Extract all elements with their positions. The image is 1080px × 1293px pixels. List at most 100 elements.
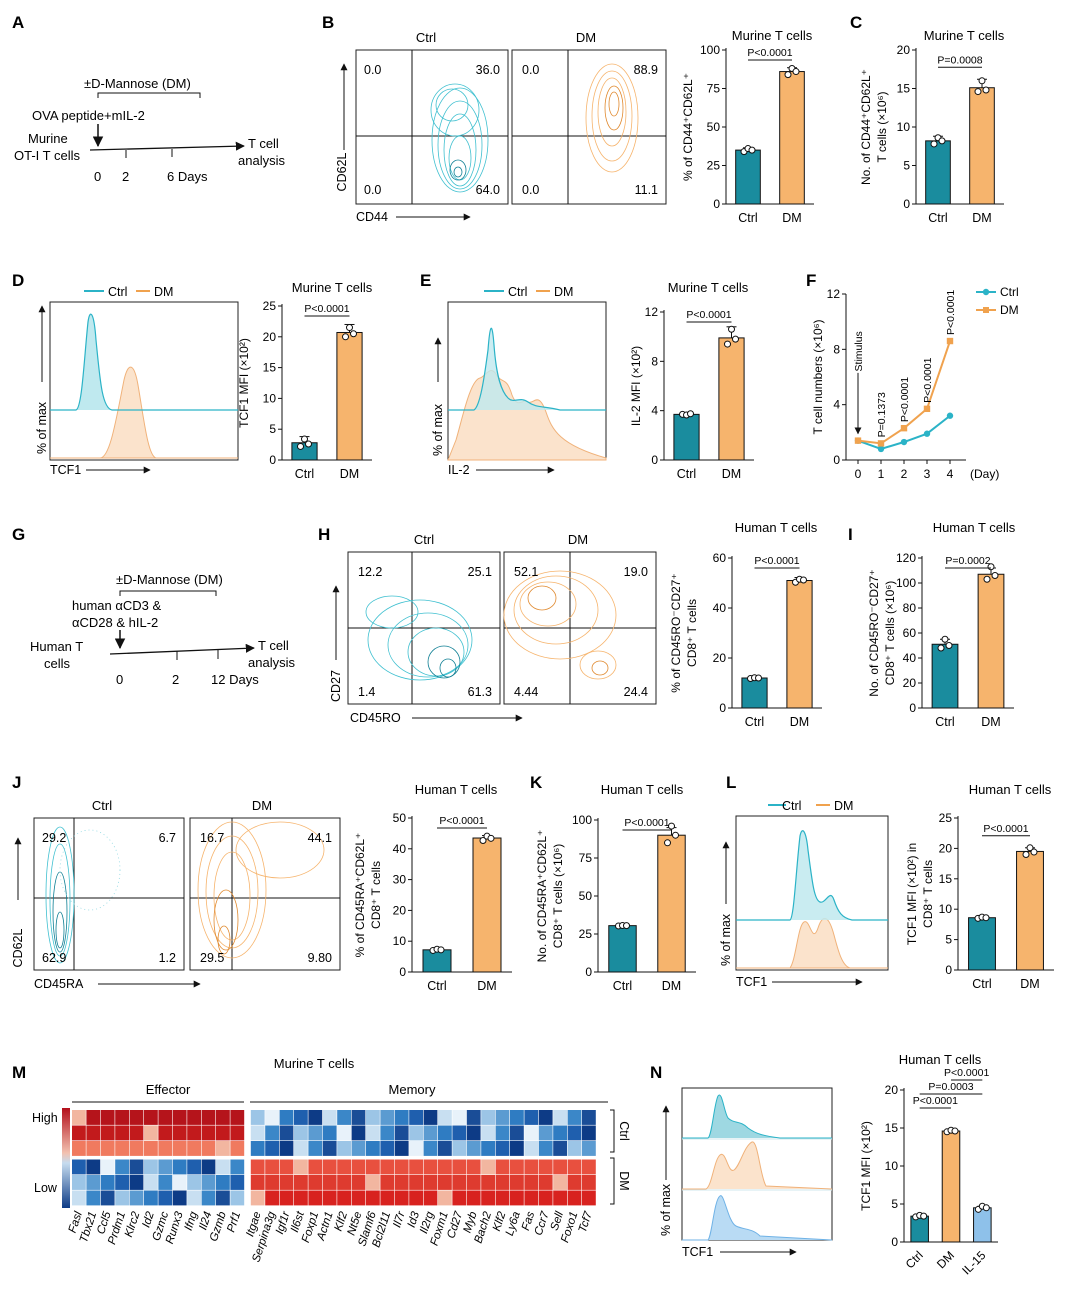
y-tick-label: 5 [269, 422, 276, 436]
heatmap-cell [452, 1175, 467, 1190]
x-tick-label: 0 [855, 467, 862, 481]
panel-label-i: I [848, 525, 853, 544]
chart-ylabel: % of CD44⁺CD62L⁺ [681, 73, 695, 181]
heatmap-cell [250, 1125, 265, 1141]
heatmap-cell [524, 1110, 539, 1125]
y-tick-label: 120 [896, 551, 916, 565]
heatmap-cell [524, 1141, 539, 1156]
hist-e-legend-dm: DM [554, 285, 573, 299]
timeline-tick-2: 2 [122, 169, 129, 184]
x-tick-label: Ctrl [928, 211, 947, 225]
flow-h-xlabel: CD45RO [350, 711, 401, 725]
p-value: P=0.1373 [876, 392, 888, 437]
heatmap-cell [86, 1125, 101, 1141]
panel-label-g: G [12, 525, 25, 544]
heatmap-cell [250, 1159, 265, 1175]
heatmap-cell [366, 1175, 380, 1190]
heatmap-cell [279, 1110, 294, 1125]
heatmap-cell [265, 1110, 279, 1125]
heatmap-gene-labels: FaslTbx21Ccl5Prdm1Klrc2Id2GzmcRunx3IfngI… [67, 1209, 595, 1264]
y-tick-label: 50 [707, 120, 721, 134]
heatmap-cell [481, 1190, 495, 1206]
heatmap-cell [265, 1125, 279, 1141]
heatmap-cell [158, 1110, 173, 1125]
heatmap-cell [337, 1175, 351, 1190]
data-point [732, 335, 739, 343]
bar-ctrl [931, 643, 959, 709]
heatmap-cell [250, 1141, 265, 1156]
heatmap-cell [129, 1125, 144, 1141]
heatmap-cell [129, 1190, 144, 1206]
gene-label: Id3 [406, 1210, 423, 1229]
data-point [1030, 848, 1038, 856]
heatmap-cell [409, 1125, 423, 1141]
y-tick-label: 0 [891, 1235, 898, 1249]
data-point [982, 1204, 990, 1212]
heatmap-cell [265, 1141, 279, 1156]
heatmap-cell [279, 1190, 294, 1206]
y-tick-label: 20 [897, 43, 911, 57]
heatmap-title: Murine T cells [274, 1056, 355, 1071]
heatmap-cell [394, 1125, 409, 1141]
x-tick-label: Ctrl [935, 715, 954, 729]
panel-label-e: E [420, 271, 431, 290]
histogram-d: Ctrl DM % of max TCF1 [35, 285, 239, 477]
data-point [974, 88, 982, 96]
heatmap-cell [481, 1141, 495, 1156]
gene-label: Tcf7 [577, 1210, 595, 1235]
heatmap-cell [172, 1159, 187, 1175]
data-point [687, 410, 694, 418]
y-tick-label: 75 [579, 851, 593, 865]
y-tick-label: 40 [903, 651, 917, 665]
bar-ctrl [422, 949, 452, 973]
data-point [982, 86, 990, 94]
heatmap-cell [172, 1175, 187, 1190]
heatmap-cell [394, 1159, 409, 1175]
flow-plot-b: Ctrl DM 0.0 36.0 0.0 64.0 0.0 88.9 0.0 1… [335, 30, 667, 224]
heatmap-cell [129, 1141, 144, 1156]
data-point [437, 946, 445, 954]
y-tick-label: 60 [903, 626, 917, 640]
series-point [923, 405, 931, 413]
heatmap-cell [380, 1141, 395, 1156]
heatmap-cell [567, 1159, 582, 1175]
data-point [784, 71, 792, 79]
hist-l-xlabel: TCF1 [736, 975, 767, 989]
flow-h-q-ctrl-ul: 12.2 [358, 565, 382, 579]
heatmap-cell [366, 1159, 380, 1175]
histogram-e: Ctrl DM % of max IL-2 [431, 285, 607, 477]
hist-d-ylabel: % of max [35, 401, 49, 454]
bar-dm [977, 573, 1005, 709]
heatmap-cell [538, 1175, 553, 1190]
heatmap-cell [158, 1141, 173, 1156]
heatmap-row-dm: DM [617, 1171, 631, 1190]
heatmap-cell [100, 1175, 115, 1190]
heatmap-cell [466, 1159, 481, 1175]
timeline-outcome-1: T cell [248, 136, 279, 151]
heatmap-cell [423, 1141, 438, 1156]
heatmap-cell [423, 1125, 438, 1141]
heatmap-cell [144, 1141, 158, 1156]
y-tick-label: 20 [713, 651, 727, 665]
heatmap-cell [351, 1159, 366, 1175]
heatmap-cell [553, 1190, 567, 1206]
heatmap-cell [495, 1190, 510, 1206]
data-point [672, 831, 679, 839]
x-tick-label: 3 [924, 467, 931, 481]
x-tick-label: DM [782, 211, 801, 225]
heatmap-cell [438, 1175, 452, 1190]
y-tick-label: 0 [269, 453, 276, 467]
charts-layer: Murine T cells% of CD44⁺CD62L⁺0255075100… [237, 28, 1054, 1277]
timeline-h-stim-1: human αCD3 & [72, 598, 161, 613]
flow-b-q-ctrl-ul: 0.0 [364, 63, 381, 77]
timeline-h-outcome-2: analysis [248, 655, 295, 670]
flow-h-ctrl-contours [365, 595, 473, 681]
heatmap-cell [337, 1141, 351, 1156]
heatmap-cell [351, 1190, 366, 1206]
y-tick-label: 100 [896, 576, 916, 590]
data-point [350, 330, 357, 338]
flow-h-ylabel: CD27 [329, 670, 343, 702]
bar-dm [472, 837, 502, 973]
heatmap-cell [553, 1110, 567, 1125]
